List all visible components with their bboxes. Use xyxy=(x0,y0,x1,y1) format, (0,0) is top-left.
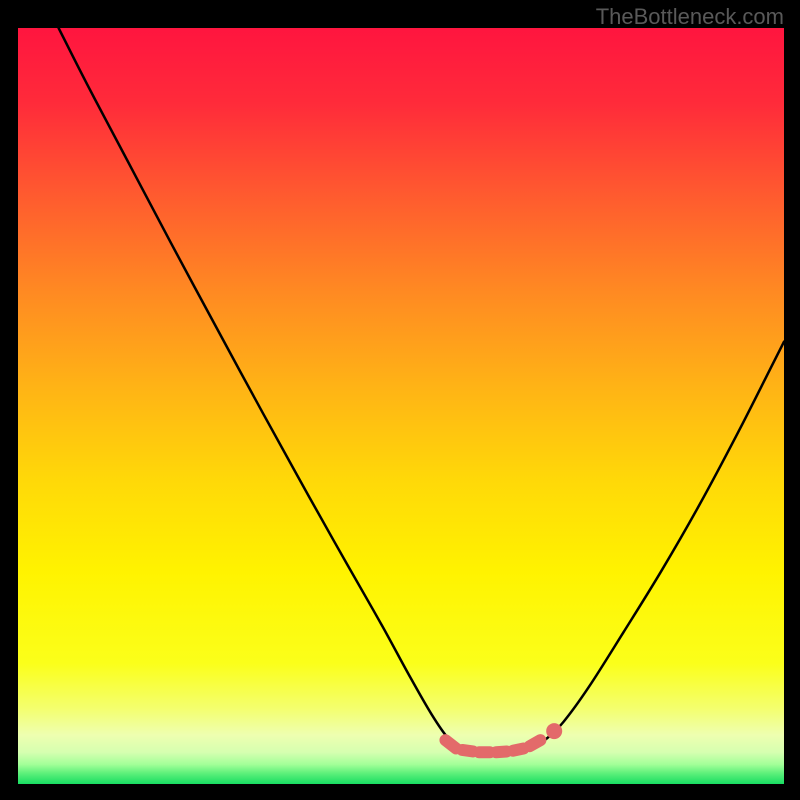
watermark-text: TheBottleneck.com xyxy=(596,4,784,30)
v-curve xyxy=(59,28,784,752)
trough-segment-1 xyxy=(462,750,473,752)
trough-segment-0 xyxy=(445,740,456,748)
trough-segment-5 xyxy=(530,740,541,746)
trough-segment-4 xyxy=(513,748,524,750)
trough-segment-3 xyxy=(496,751,507,752)
chart-svg xyxy=(18,28,784,784)
chart-area xyxy=(18,28,784,784)
trough-lone-dot xyxy=(546,723,562,739)
